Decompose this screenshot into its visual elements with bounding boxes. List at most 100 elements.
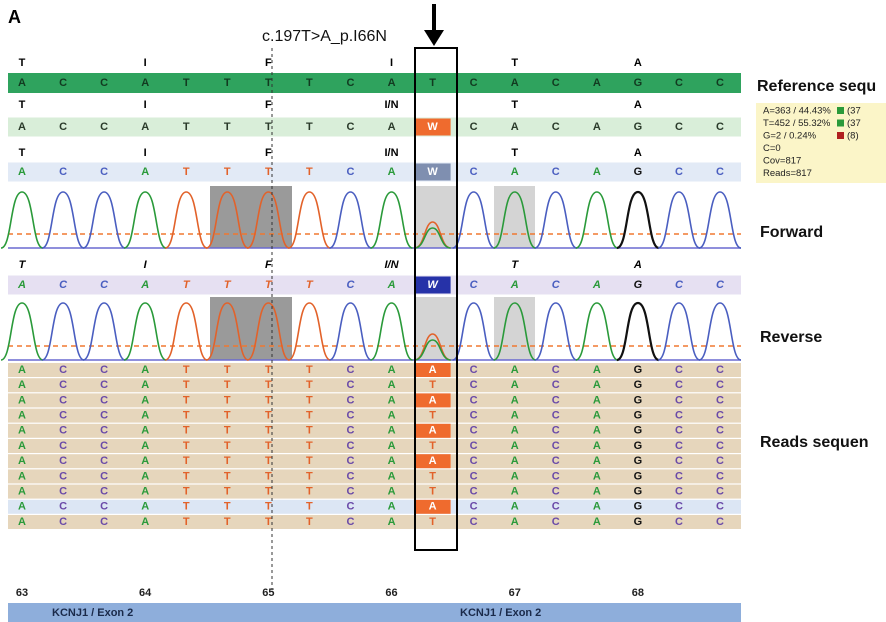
- base: C: [552, 77, 560, 89]
- read-base: A: [18, 501, 26, 513]
- read-base: T: [224, 470, 231, 482]
- read-base: A: [593, 455, 601, 467]
- base: C: [716, 121, 724, 133]
- read-base: A: [18, 470, 26, 482]
- read-base: T: [429, 486, 436, 498]
- read-base: C: [59, 410, 67, 422]
- read-base: A: [593, 394, 601, 406]
- base: C: [675, 166, 683, 178]
- read-base: T: [183, 410, 190, 422]
- read-base: G: [634, 501, 643, 513]
- read-base: C: [552, 501, 560, 513]
- read-base: G: [634, 470, 643, 482]
- read-base: C: [470, 410, 478, 422]
- peak: [1, 303, 43, 360]
- read-base: T: [306, 516, 313, 528]
- read-base: G: [634, 425, 643, 437]
- read-base: C: [716, 379, 724, 391]
- read-base: C: [347, 440, 355, 452]
- read-base: C: [716, 364, 724, 376]
- read-base: C: [59, 501, 67, 513]
- peak: [699, 192, 741, 248]
- exon-label: KCNJ1 / Exon 2: [460, 607, 541, 619]
- read-base: C: [100, 516, 108, 528]
- read-base: C: [716, 470, 724, 482]
- read-base: A: [141, 516, 149, 528]
- read-base: G: [634, 410, 643, 422]
- amino-acid: T: [19, 147, 26, 159]
- page: A c.197T>A_p.I66N TIFITAACCATTTTCATCACAG…: [0, 0, 886, 622]
- read-base: T: [265, 501, 272, 513]
- read-base: A: [388, 501, 396, 513]
- read-base: C: [100, 470, 108, 482]
- read-base: C: [552, 379, 560, 391]
- read-base: A: [511, 455, 519, 467]
- read-base: A: [18, 379, 26, 391]
- peak: [288, 303, 330, 360]
- peak: [658, 192, 700, 248]
- read-base: A: [141, 440, 149, 452]
- read-base: A: [511, 379, 519, 391]
- position: 63: [16, 587, 28, 599]
- sequence-row: [8, 118, 741, 137]
- peak: [617, 303, 659, 360]
- peak: [371, 192, 413, 248]
- base: C: [100, 166, 108, 178]
- read-base: T: [265, 516, 272, 528]
- read-base: T: [306, 394, 313, 406]
- base: A: [510, 279, 519, 291]
- swatch: [837, 120, 844, 127]
- read-base: G: [634, 440, 643, 452]
- read-base: A: [141, 379, 149, 391]
- read-base: A: [141, 455, 149, 467]
- base: A: [511, 77, 519, 89]
- read-base: A: [141, 470, 149, 482]
- peak: [453, 303, 495, 360]
- peak: [83, 192, 125, 248]
- read-base: C: [347, 364, 355, 376]
- read-base: C: [470, 455, 478, 467]
- position: 65: [262, 587, 274, 599]
- stat: (37: [847, 106, 861, 117]
- amino-acid: I: [144, 99, 147, 111]
- read-row: [8, 409, 741, 423]
- read-base: T: [224, 364, 231, 376]
- read-base: C: [675, 470, 683, 482]
- read-base: C: [716, 425, 724, 437]
- amino-acid: T: [511, 57, 518, 69]
- base: C: [716, 166, 724, 178]
- base: G: [634, 166, 643, 178]
- read-base: A: [593, 470, 601, 482]
- base: C: [347, 166, 355, 178]
- read-base: A: [18, 394, 26, 406]
- base: C: [59, 77, 67, 89]
- read-base: A: [511, 486, 519, 498]
- read-base: A: [593, 364, 601, 376]
- swatch: [837, 132, 844, 139]
- read-base: A: [429, 394, 437, 406]
- base: C: [59, 121, 67, 133]
- read-base: T: [183, 425, 190, 437]
- read-base: A: [141, 501, 149, 513]
- read-base: C: [552, 410, 560, 422]
- peak: [329, 192, 371, 248]
- read-base: A: [388, 470, 396, 482]
- read-base: A: [429, 455, 437, 467]
- base: T: [183, 77, 190, 89]
- base: A: [18, 166, 26, 178]
- base: C: [59, 279, 68, 291]
- base: C: [675, 279, 684, 291]
- read-base: T: [265, 470, 272, 482]
- peak: [658, 303, 700, 360]
- base: A: [141, 121, 149, 133]
- read-base: C: [552, 470, 560, 482]
- read-row: [8, 393, 741, 407]
- read-base: A: [388, 425, 396, 437]
- read-base: G: [634, 455, 643, 467]
- read-base: A: [388, 379, 396, 391]
- base: A: [593, 166, 601, 178]
- peak: [1, 192, 43, 248]
- amino-acid: I: [390, 57, 393, 69]
- read-base: T: [265, 486, 272, 498]
- base: A: [18, 121, 26, 133]
